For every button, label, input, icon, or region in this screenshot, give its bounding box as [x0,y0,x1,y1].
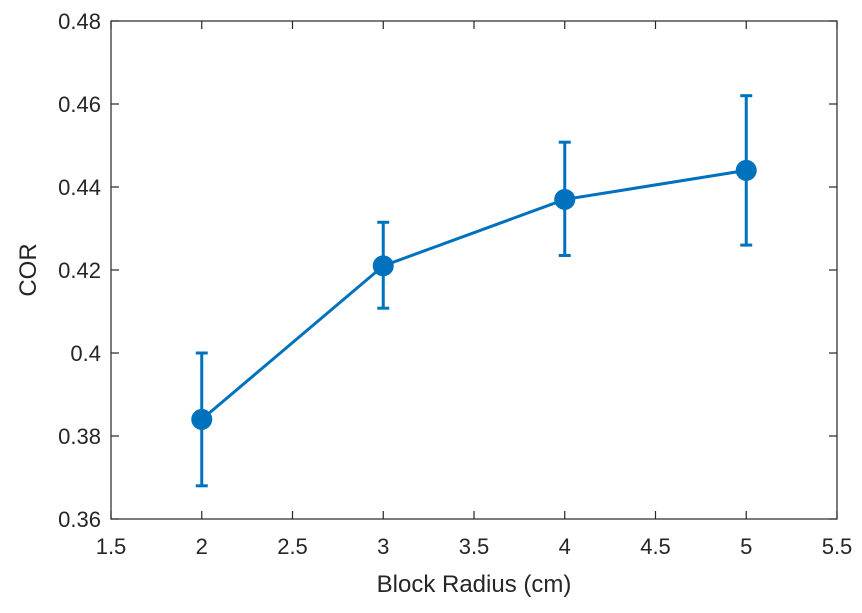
x-tick-label: 5 [740,534,752,559]
x-tick-label: 2 [196,534,208,559]
x-tick-label: 5.5 [822,534,853,559]
y-axis-title: COR [15,243,42,296]
y-tick-label: 0.4 [70,341,101,366]
data-point [735,159,757,181]
x-tick-label: 3 [377,534,389,559]
data-point [554,188,576,210]
data-point [372,255,394,277]
plot-area: 1.5 2 2.5 3 3.5 4 4.5 5 5.5 0.36 0.38 0.4 0.42 0.44 0.… [15,9,852,598]
x-tick-label: 4 [559,534,571,559]
x-tick-label: 2.5 [277,534,308,559]
x-tick-label: 1.5 [96,534,127,559]
y-tick-label: 0.36 [58,507,101,532]
y-tick-label: 0.42 [58,258,101,283]
data-point [191,408,213,430]
x-tick-label: 3.5 [459,534,490,559]
x-axis-title: Block Radius (cm) [377,571,572,598]
y-tick-label: 0.48 [58,9,101,34]
y-tick-label: 0.38 [58,424,101,449]
y-tick-label: 0.46 [58,92,101,117]
x-tick-label: 4.5 [640,534,671,559]
series-line [200,168,747,421]
y-tick-label: 0.44 [58,175,101,200]
